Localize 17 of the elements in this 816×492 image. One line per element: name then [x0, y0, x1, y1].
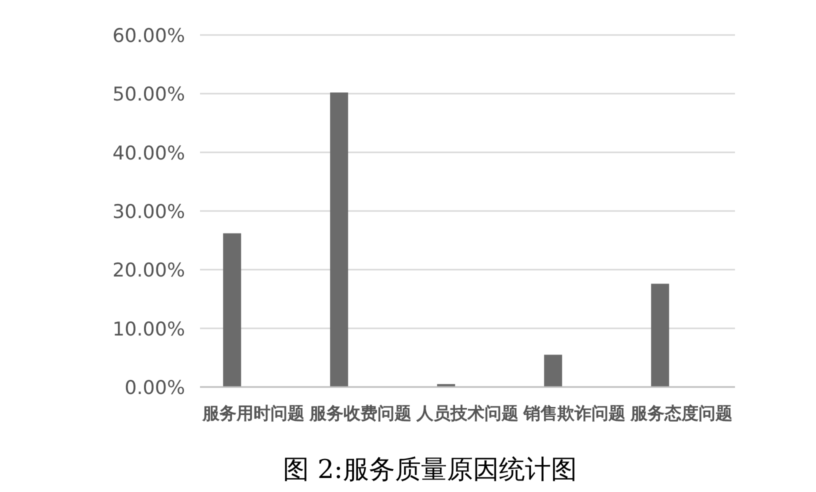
y-tick-label: 60.00%: [112, 25, 185, 47]
bar: [544, 354, 562, 387]
y-tick-label: 40.00%: [112, 142, 185, 164]
y-tick-label: 30.00%: [112, 201, 185, 223]
x-tick-label: 人员技术问题: [416, 404, 518, 424]
y-tick-label: 50.00%: [112, 84, 185, 106]
y-tick-label: 10.00%: [112, 318, 185, 340]
x-tick-label: 服务态度问题: [630, 404, 732, 424]
text: 图 2:服务质量原因统计图: [283, 455, 577, 485]
bar: [330, 92, 348, 387]
x-tick-label: 销售欺诈问题: [522, 404, 626, 424]
y-tick-label: 0.00%: [124, 377, 185, 399]
bar: [223, 233, 242, 387]
y-tick-label: 20.00%: [112, 260, 185, 282]
bar: [651, 284, 670, 387]
x-tick-label: 服务用时问题: [202, 404, 304, 424]
x-tick-label: 服务收费问题: [308, 404, 412, 424]
